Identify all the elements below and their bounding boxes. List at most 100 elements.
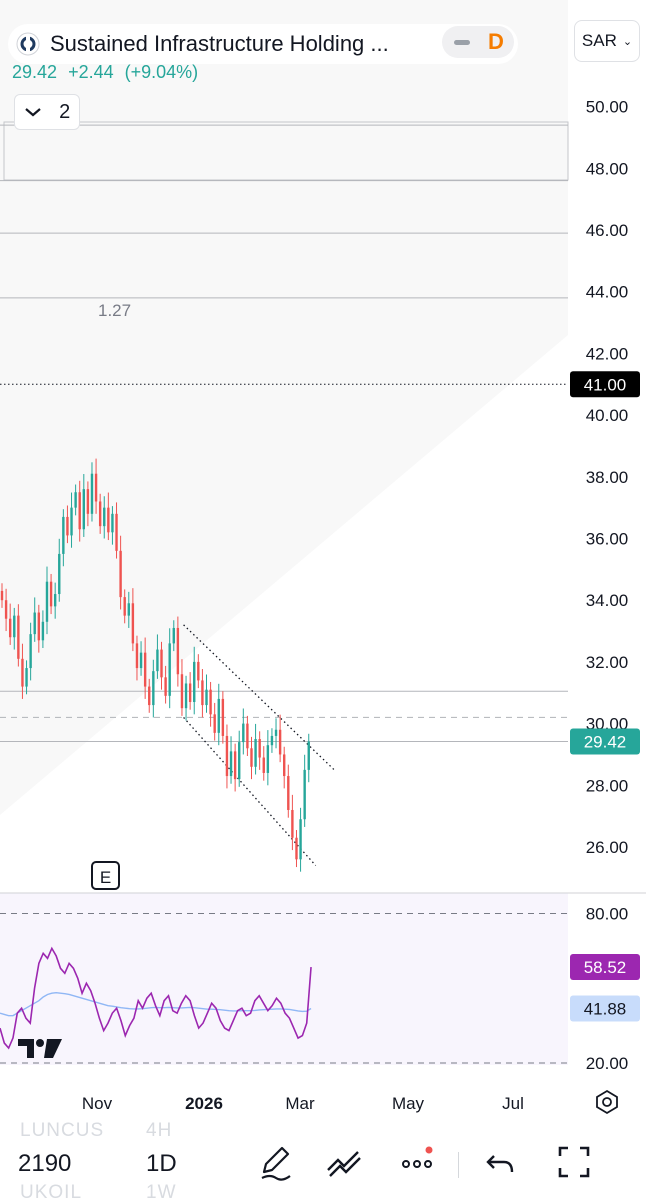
candle-body bbox=[135, 643, 139, 669]
pen-icon[interactable] bbox=[256, 1142, 296, 1182]
candle-body bbox=[213, 714, 216, 733]
price-tick-label: 40.00 bbox=[586, 406, 629, 425]
rsi-pane-bg bbox=[0, 893, 568, 1065]
earnings-marker[interactable]: E bbox=[91, 861, 120, 890]
more-icon[interactable] bbox=[398, 1142, 438, 1182]
price-tick-label: 36.00 bbox=[586, 530, 629, 549]
fib-fan-zone bbox=[0, 335, 568, 893]
candle-body bbox=[86, 489, 90, 514]
candle-body bbox=[98, 501, 102, 527]
chart-style-icon[interactable] bbox=[324, 1142, 364, 1182]
symbol-title: Sustained Infrastructure Holding ... bbox=[50, 31, 389, 56]
status-dash-icon bbox=[454, 39, 470, 45]
fullscreen-icon[interactable] bbox=[554, 1142, 594, 1182]
candle-body bbox=[111, 513, 114, 533]
rsi-value-label: 58.52 bbox=[584, 958, 627, 977]
trendline-0[interactable] bbox=[183, 624, 335, 771]
price-tick-label: 42.00 bbox=[586, 344, 629, 363]
fib-label: 1.27 bbox=[98, 301, 131, 320]
candle-body bbox=[291, 809, 294, 838]
candle-body bbox=[205, 689, 208, 706]
currency-label: SAR bbox=[581, 31, 617, 50]
price-tick-label: 46.00 bbox=[586, 221, 629, 240]
candle-body bbox=[4, 600, 8, 619]
watchlist-prev-interval[interactable]: 4H bbox=[146, 1120, 173, 1141]
data-status-letter: D bbox=[488, 29, 504, 54]
candle-body bbox=[156, 649, 159, 672]
candle-body bbox=[62, 516, 65, 554]
candle-body bbox=[229, 751, 233, 777]
candle-body bbox=[37, 612, 41, 641]
rsi-tick-label: 20.00 bbox=[586, 1054, 629, 1073]
candle-body bbox=[193, 661, 196, 703]
candle-body bbox=[49, 581, 53, 607]
last-price: 29.42 bbox=[12, 62, 58, 82]
candle-body bbox=[164, 677, 167, 696]
candle-body bbox=[17, 615, 20, 659]
price-chart[interactable]: 80.00 20.00 58.52 41.88 50.00 48.00 46.00 44.0… bbox=[0, 0, 646, 1120]
candle-body bbox=[103, 507, 106, 527]
time-tick-label: Jul bbox=[502, 1094, 524, 1113]
candle-body bbox=[8, 618, 12, 638]
candle-body bbox=[221, 698, 225, 736]
candle-body bbox=[262, 757, 265, 773]
candle-body bbox=[225, 735, 229, 777]
rsi-ma-label: 41.88 bbox=[584, 999, 627, 1018]
price-summary: 29.42 +2.44 (+9.04%) bbox=[12, 62, 204, 83]
candle-body bbox=[201, 680, 204, 706]
watchlist-next-symbol[interactable]: UKOIL bbox=[20, 1182, 83, 1203]
candle-body bbox=[123, 597, 126, 616]
watchlist-prev-symbol[interactable]: LUNCUS bbox=[20, 1120, 105, 1141]
candle-body bbox=[160, 649, 163, 678]
candle-body bbox=[66, 516, 69, 536]
candle-body bbox=[41, 621, 45, 641]
trendline-1[interactable] bbox=[183, 716, 317, 866]
chevron-down-icon bbox=[25, 108, 41, 117]
candle-body bbox=[131, 603, 135, 644]
time-tick-label: Mar bbox=[285, 1094, 315, 1113]
candle-body bbox=[303, 769, 306, 820]
earnings-marker-label: E bbox=[100, 868, 111, 887]
chart-header: Sustained Infrastructure Holding ... D S… bbox=[0, 14, 646, 130]
candle-body bbox=[180, 674, 184, 709]
rsi-ma-badge bbox=[570, 995, 640, 1022]
settings-gear-icon[interactable] bbox=[596, 1089, 618, 1115]
time-tick-label: May bbox=[392, 1094, 425, 1113]
candle-body bbox=[299, 819, 302, 860]
candle-body bbox=[168, 643, 171, 696]
symbol-title-pill[interactable]: Sustained Infrastructure Holding ... bbox=[8, 24, 518, 64]
price-change: +2.44 bbox=[68, 62, 114, 82]
candle-body bbox=[90, 473, 94, 514]
fib-box bbox=[3, 121, 569, 181]
bottom-toolbar: LUNCUS 4H 2190 1D UKOIL 1W bbox=[0, 1120, 646, 1203]
price-tick-label: 32.00 bbox=[586, 653, 629, 672]
candle-body bbox=[233, 751, 237, 780]
symbol-switcher[interactable]: 2190 bbox=[18, 1150, 72, 1177]
price-tick-label: 34.00 bbox=[586, 591, 629, 610]
candle-body bbox=[148, 686, 151, 706]
candle-body bbox=[184, 683, 188, 709]
undo-icon[interactable] bbox=[482, 1142, 522, 1182]
price-tick-label: 48.00 bbox=[586, 159, 629, 178]
watchlist-next-interval[interactable]: 1W bbox=[146, 1182, 177, 1203]
candle-body bbox=[94, 473, 98, 502]
candle-body bbox=[45, 581, 49, 622]
company-logo-icon bbox=[16, 32, 40, 56]
interval-switcher[interactable]: 1D bbox=[146, 1150, 177, 1177]
candle-body bbox=[107, 507, 110, 533]
candle-body bbox=[188, 683, 192, 703]
indicator-collapse-button[interactable]: 2 bbox=[14, 94, 80, 130]
candle-body bbox=[176, 627, 180, 675]
alert-level-badge bbox=[570, 371, 640, 398]
candle-body bbox=[270, 735, 274, 746]
currency-selector[interactable]: SAR ⌄ bbox=[574, 20, 640, 62]
price-tick-label: 26.00 bbox=[586, 838, 629, 857]
chevron-down-icon: ⌄ bbox=[622, 35, 633, 48]
candle-body bbox=[266, 745, 270, 773]
price-tick-label: 44.00 bbox=[586, 283, 629, 302]
candle-body bbox=[209, 689, 212, 715]
candle-body bbox=[254, 739, 257, 767]
price-tick-label: 50.00 bbox=[586, 98, 629, 117]
market-status-pill[interactable]: D bbox=[442, 26, 514, 58]
price-axis-bg bbox=[568, 0, 646, 1120]
